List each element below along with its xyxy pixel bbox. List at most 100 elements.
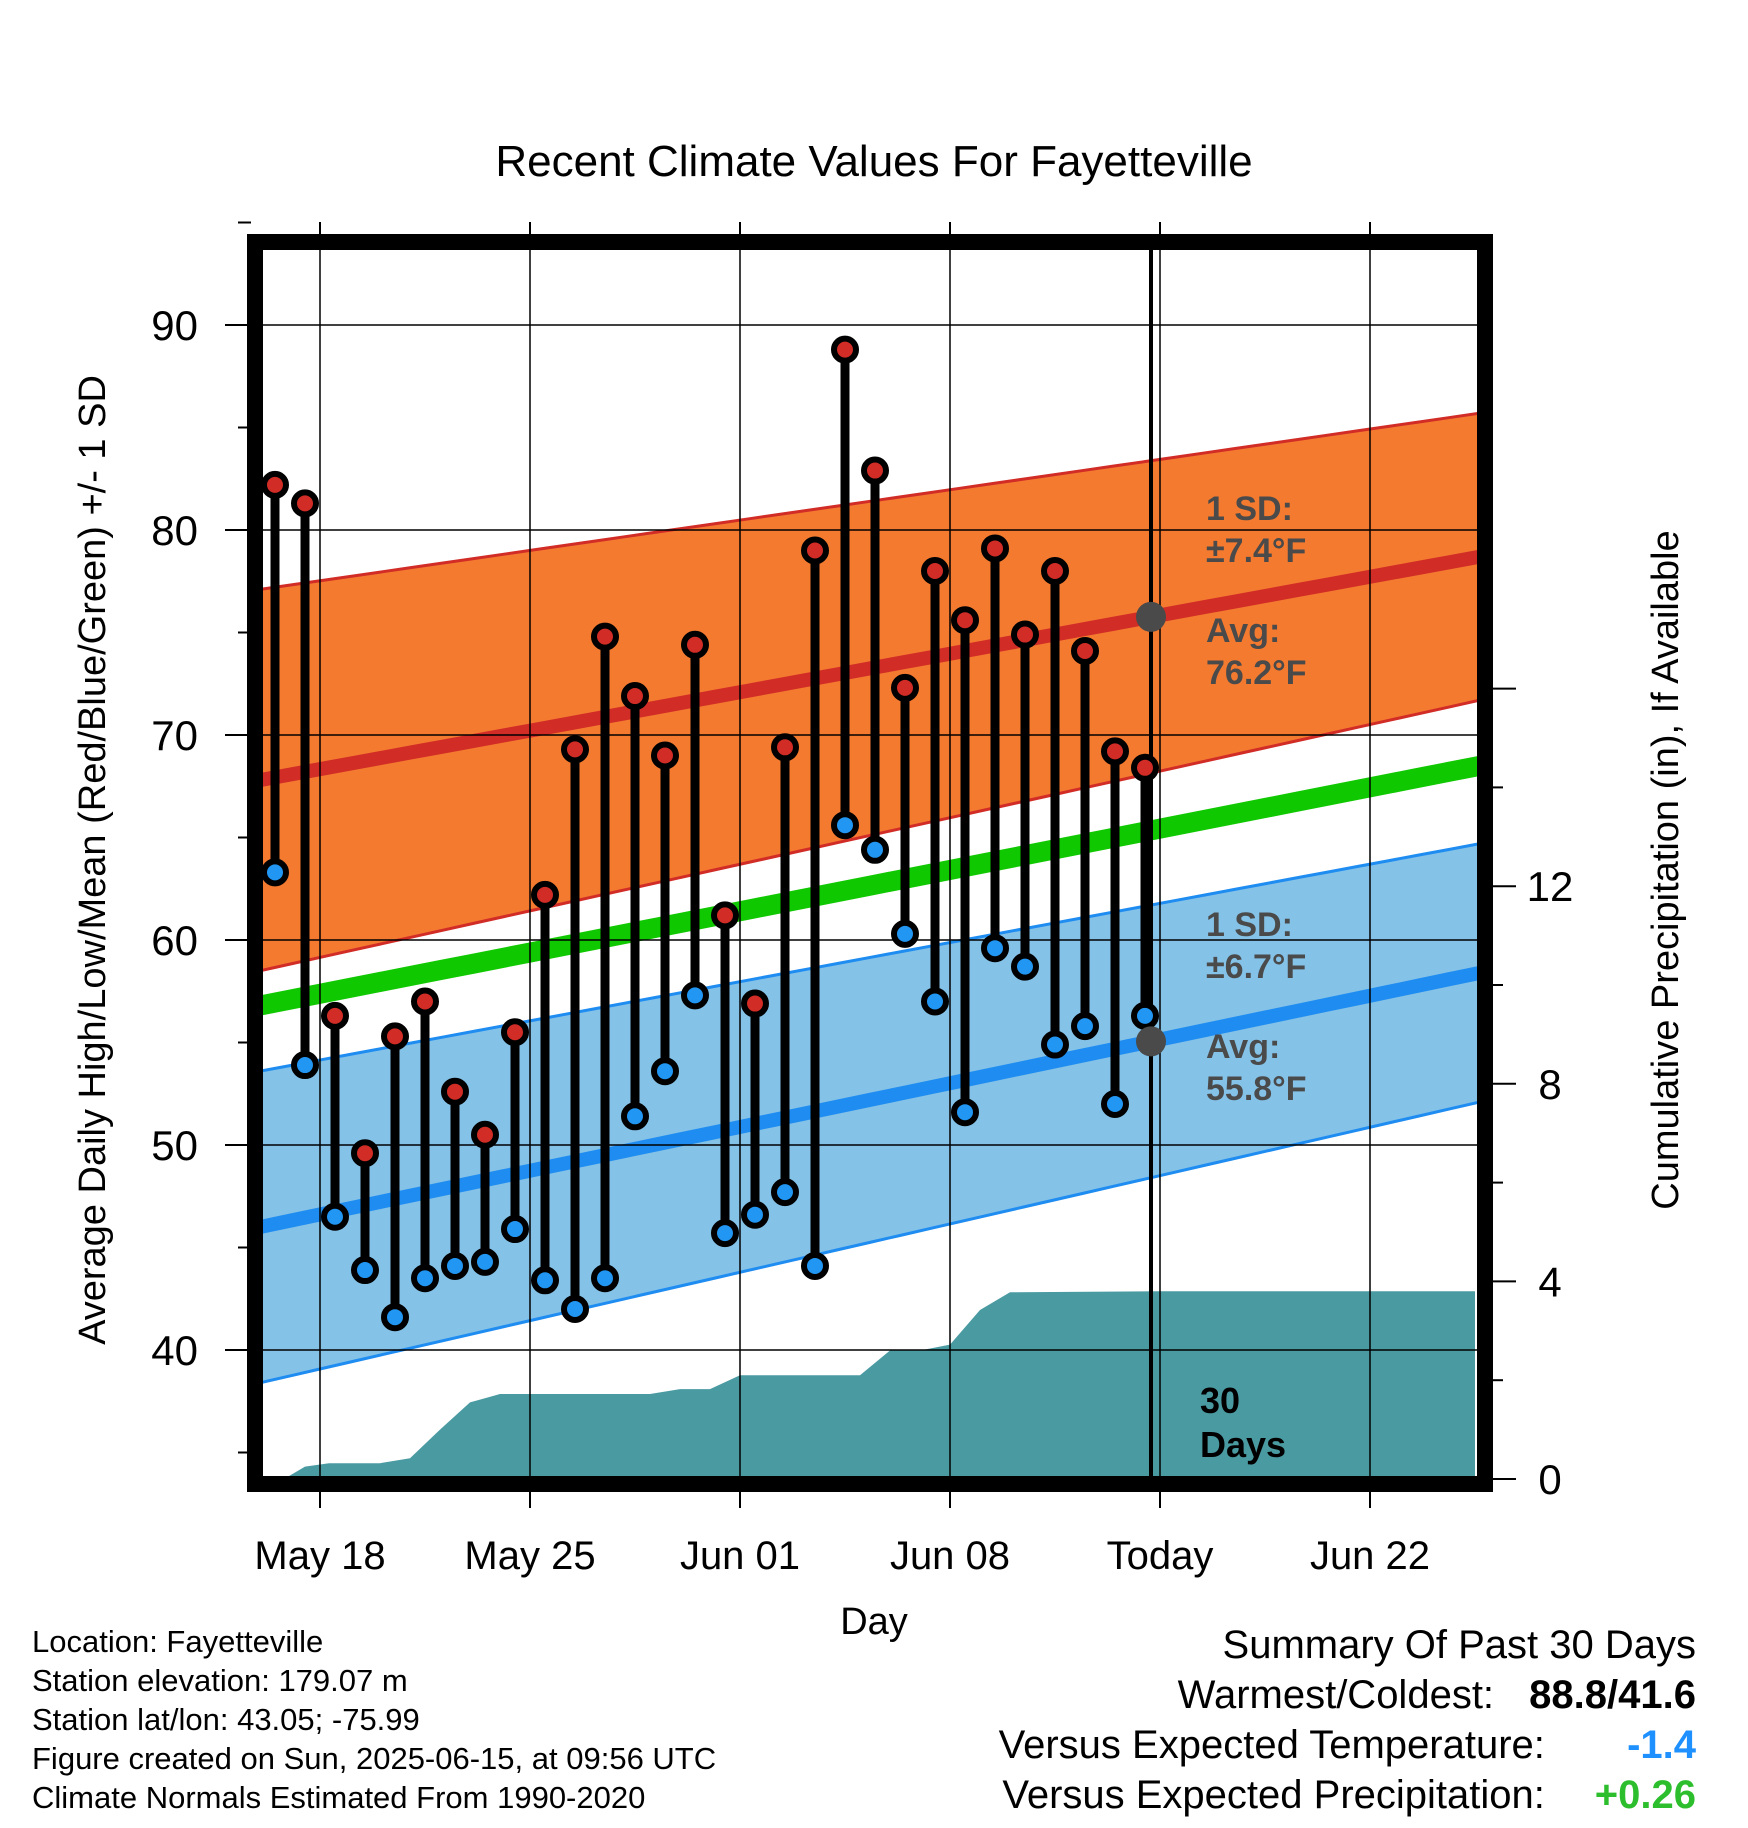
high-avg-today-marker bbox=[1136, 601, 1166, 632]
high-sd-label: 1 SD: bbox=[1206, 490, 1293, 528]
high-point bbox=[321, 1001, 349, 1030]
y2-tick-label: 12 bbox=[1527, 863, 1574, 910]
high-point bbox=[381, 1022, 409, 1051]
high-sd-value: ±7.4°F bbox=[1206, 532, 1306, 570]
high-sd-upper-line bbox=[260, 411, 1480, 591]
days-window-number: 30 bbox=[1200, 1380, 1240, 1421]
low-point bbox=[321, 1202, 349, 1231]
summary-title: Summary Of Past 30 Days bbox=[1222, 1623, 1696, 1667]
low-point bbox=[951, 1098, 979, 1127]
low-point bbox=[651, 1057, 679, 1086]
temp-label: Versus Expected Temperature: bbox=[998, 1723, 1545, 1767]
low-sd-lower-line bbox=[260, 1100, 1480, 1385]
high-point bbox=[1011, 620, 1039, 649]
low-point bbox=[861, 835, 889, 864]
low-point bbox=[351, 1256, 379, 1285]
elevation-text: Station elevation: 179.07 m bbox=[32, 1663, 408, 1698]
x-tick-label: May 25 bbox=[464, 1534, 595, 1578]
high-point bbox=[921, 557, 949, 585]
y2-axis-label: Cumulative Precipitation (in), If Availa… bbox=[1645, 530, 1687, 1209]
y2-tick-label: 0 bbox=[1538, 1456, 1561, 1503]
high-point bbox=[1131, 753, 1159, 782]
station-info: Location: Fayetteville Station elevation… bbox=[32, 1622, 716, 1817]
y2-tick-label: 8 bbox=[1538, 1061, 1561, 1108]
high-point bbox=[1041, 557, 1069, 585]
plot-area bbox=[260, 247, 1480, 1479]
low-point bbox=[261, 858, 289, 887]
y-tick-label: 90 bbox=[151, 302, 198, 349]
high-point bbox=[261, 470, 289, 499]
high-point bbox=[741, 989, 769, 1018]
high-point bbox=[351, 1139, 379, 1168]
high-point bbox=[441, 1077, 469, 1106]
precip-area bbox=[260, 1291, 1475, 1479]
summary-panel: Summary Of Past 30 Days Warmest/Coldest:… bbox=[796, 1620, 1696, 1820]
high-sd-lower-line bbox=[260, 698, 1480, 973]
y-axis-label: Average Daily High/Low/Mean (Red/Blue/Gr… bbox=[72, 375, 114, 1345]
low-avg-today-marker bbox=[1136, 1026, 1166, 1057]
low-avg-value: 55.8°F bbox=[1206, 1070, 1307, 1108]
high-point bbox=[291, 489, 319, 518]
low-avg-line bbox=[260, 965, 1480, 1234]
warmest-coldest-label: Warmest/Coldest: bbox=[1177, 1673, 1495, 1717]
low-point bbox=[531, 1266, 559, 1295]
low-point bbox=[561, 1295, 589, 1323]
mean-line bbox=[260, 755, 1480, 1016]
low-point bbox=[591, 1264, 619, 1293]
days-window-unit: Days bbox=[1200, 1424, 1286, 1465]
low-point bbox=[501, 1215, 529, 1244]
y-tick-label: 80 bbox=[151, 507, 198, 554]
low-point bbox=[471, 1247, 499, 1276]
x-tick-label: May 18 bbox=[254, 1534, 385, 1578]
low-point bbox=[621, 1102, 649, 1131]
low-point bbox=[291, 1051, 319, 1080]
low-sd-value: ±6.7°F bbox=[1206, 948, 1306, 986]
low-point bbox=[711, 1219, 739, 1248]
x-tick-label: Jun 08 bbox=[890, 1534, 1010, 1578]
high-point bbox=[411, 987, 439, 1016]
high-point bbox=[981, 534, 1009, 563]
high-point bbox=[711, 901, 739, 930]
low-point bbox=[981, 934, 1009, 963]
high-sd-band bbox=[260, 413, 1480, 971]
high-avg-value: 76.2°F bbox=[1206, 654, 1307, 692]
warmest-coldest-row: Warmest/Coldest: 88.8/41.6 bbox=[796, 1670, 1696, 1720]
low-point bbox=[1011, 952, 1039, 981]
x-tick-label: Today bbox=[1107, 1534, 1214, 1578]
high-point bbox=[501, 1018, 529, 1047]
y2-tick-label: 4 bbox=[1538, 1258, 1561, 1305]
high-point bbox=[621, 682, 649, 711]
high-point bbox=[891, 673, 919, 702]
low-point bbox=[381, 1303, 409, 1332]
high-point bbox=[1101, 737, 1129, 766]
high-point bbox=[831, 335, 859, 364]
high-point bbox=[801, 536, 829, 565]
low-point bbox=[771, 1178, 799, 1207]
created-text: Figure created on Sun, 2025-06-15, at 09… bbox=[32, 1741, 717, 1776]
temp-value: -1.4 bbox=[1627, 1723, 1696, 1767]
low-point bbox=[1071, 1012, 1099, 1041]
high-avg-label: Avg: bbox=[1206, 612, 1280, 650]
temp-row: Versus Expected Temperature: -1.4 bbox=[796, 1720, 1696, 1770]
low-point bbox=[831, 811, 859, 840]
chart-title: Recent Climate Values For Fayetteville bbox=[495, 137, 1252, 186]
y-tick-label: 40 bbox=[151, 1327, 198, 1374]
low-point bbox=[891, 919, 919, 948]
high-point bbox=[771, 733, 799, 762]
precip-row: Versus Expected Precipitation: +0.26 bbox=[796, 1770, 1696, 1820]
low-sd-band bbox=[260, 843, 1480, 1383]
y-tick-label: 70 bbox=[151, 712, 198, 759]
low-point bbox=[1101, 1090, 1129, 1118]
y-tick-label: 50 bbox=[151, 1122, 198, 1169]
x-axis-label: Day bbox=[840, 1601, 908, 1643]
high-point bbox=[951, 606, 979, 635]
plot-frame bbox=[247, 234, 1493, 1492]
low-point bbox=[411, 1264, 439, 1293]
low-point bbox=[1131, 1001, 1159, 1030]
low-sd-upper-line bbox=[260, 842, 1480, 1073]
warmest-coldest-value: 88.8/41.6 bbox=[1529, 1673, 1696, 1717]
low-point bbox=[441, 1251, 469, 1280]
precip-value: +0.26 bbox=[1594, 1773, 1696, 1817]
high-point bbox=[681, 630, 709, 659]
high-point bbox=[861, 456, 889, 485]
